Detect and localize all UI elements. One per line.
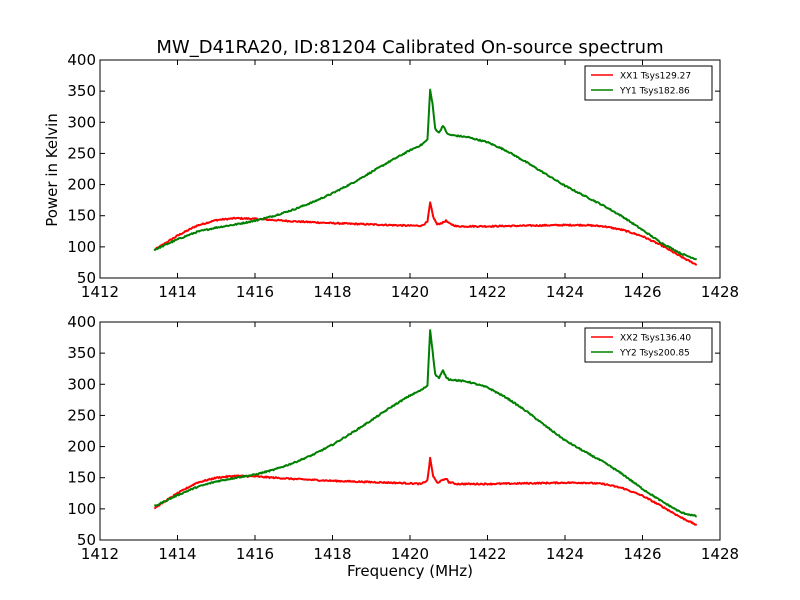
x-tick-label: 1414 [158,283,196,301]
x-tick-label: 1424 [546,283,584,301]
y-tick-label: 400 [67,313,96,331]
y-tick-label: 300 [67,375,96,393]
x-tick-label: 1420 [391,545,429,563]
x-tick-label: 1422 [468,283,506,301]
series-line-2 [153,88,697,261]
top-panel: 1412 1414 1416 1418 1420 1422 1424 1426 1428 50 10… [67,51,739,301]
x-tick-label: 1426 [623,283,661,301]
y-tick-label: 150 [67,207,96,225]
legend-label: YY2 Tsys200.85 [619,349,690,359]
y-tick-label: 100 [67,238,96,256]
x-tick-label: 1418 [313,545,351,563]
x-tick-label: 1428 [701,283,739,301]
x-tick-label: 1412 [81,283,119,301]
x-tick-label: 1412 [81,545,119,563]
y-tick-label: 400 [67,51,96,69]
legend-box [584,327,713,363]
y-tick-label: 50 [77,531,96,549]
legend-label: YY1 Tsys182.86 [619,87,690,97]
legend-label: XX1 Tsys129.27 [620,72,691,82]
x-tick-label: 1428 [701,545,739,563]
legend: XX1 Tsys129.27 YY1 Tsys182.86 [584,65,713,101]
legend-box [584,65,713,101]
y-tick-label: 200 [67,176,96,194]
y-tick-label: 350 [67,344,96,362]
y-tick-label: 150 [67,469,96,487]
y-tick-label: 250 [67,144,96,162]
bottom-panel: 1412 1414 1416 1418 1420 1422 1424 1426 1428 50 10… [67,313,739,563]
x-tick-label: 1418 [313,283,351,301]
chart-title: MW_D41RA20, ID:81204 Calibrated On-sourc… [156,37,663,58]
x-tick-label: 1416 [236,283,274,301]
x-axis-label: Frequency (MHz) [347,562,473,580]
x-tick-label: 1420 [391,283,429,301]
x-tick-label: 1424 [546,545,584,563]
y-tick-label: 50 [77,269,96,287]
x-tick-label: 1416 [236,545,274,563]
y-tick-label: 100 [67,500,96,518]
y-tick-label: 200 [67,438,96,456]
y-axis-label: Power in Kelvin [43,113,61,227]
legend-label: XX2 Tsys136.40 [620,334,691,344]
x-tick-label: 1422 [468,545,506,563]
y-tick-label: 300 [67,113,96,131]
series-line-1 [154,201,698,266]
x-tick-label: 1414 [158,545,196,563]
series-line-2 [153,329,697,518]
x-tick-label: 1426 [623,545,661,563]
y-tick-label: 350 [67,82,96,100]
y-tick-label: 250 [67,406,96,424]
legend: XX2 Tsys136.40 YY2 Tsys200.85 [584,327,713,363]
